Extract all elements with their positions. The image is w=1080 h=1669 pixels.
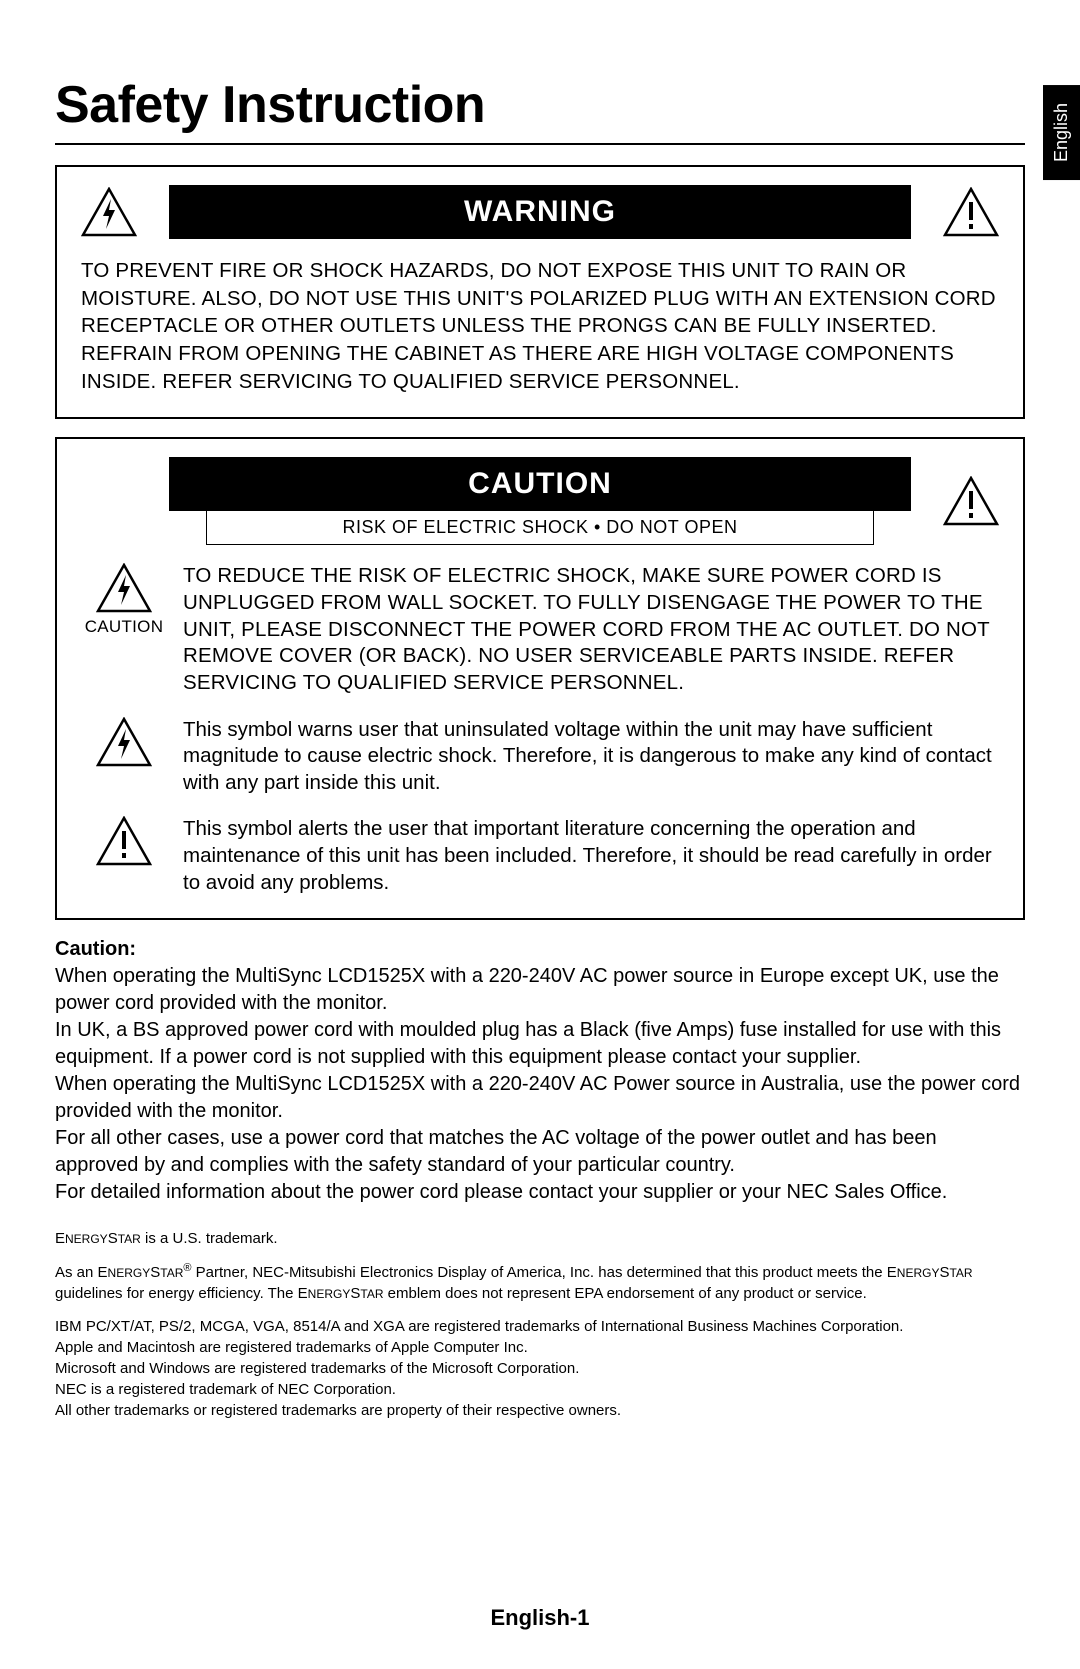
exclamation-icon	[929, 187, 999, 237]
caution-row2-text: This symbol warns user that uninsulated …	[183, 717, 999, 797]
footnote-3: IBM PC/XT/AT, PS/2, MCGA, VGA, 8514/A an…	[55, 1316, 1025, 1421]
language-tab: English	[1043, 85, 1080, 180]
lightning-icon	[81, 717, 167, 767]
caution-row-2: This symbol warns user that uninsulated …	[81, 717, 999, 797]
body-text: When operating the MultiSync LCD1525X wi…	[55, 963, 1025, 1206]
lightning-caution-symbol: CAUTION	[81, 563, 167, 637]
footnotes: ENERGYSTAR is a U.S. trademark. As an EN…	[55, 1228, 1025, 1421]
body-caution-heading: Caution:	[55, 938, 1025, 961]
page-title: Safety Instruction	[55, 75, 1025, 145]
footnote-2: As an ENERGYSTAR® Partner, NEC-Mitsubish…	[55, 1261, 1025, 1304]
caution-header: CAUTION RISK OF ELECTRIC SHOCK • DO NOT …	[81, 457, 999, 545]
caution-box: CAUTION RISK OF ELECTRIC SHOCK • DO NOT …	[55, 437, 1025, 920]
caution-row3-text: This symbol alerts the user that importa…	[183, 816, 999, 896]
exclamation-icon	[81, 816, 167, 866]
exclamation-icon	[929, 476, 999, 526]
caution-row-3: This symbol alerts the user that importa…	[81, 816, 999, 896]
footnote-1: ENERGYSTAR is a U.S. trademark.	[55, 1228, 1025, 1249]
caution-symbol-label: CAUTION	[85, 617, 164, 637]
caution-banner: CAUTION	[169, 457, 911, 511]
page-number: English-1	[0, 1605, 1080, 1631]
caution-row1-text: TO REDUCE THE RISK OF ELECTRIC SHOCK, MA…	[183, 563, 999, 696]
warning-box: WARNING TO PREVENT FIRE OR SHOCK HAZARDS…	[55, 165, 1025, 419]
caution-subheader: RISK OF ELECTRIC SHOCK • DO NOT OPEN	[206, 511, 874, 545]
warning-banner: WARNING	[169, 185, 911, 239]
lightning-icon	[81, 187, 151, 237]
warning-header: WARNING	[81, 185, 999, 239]
caution-row-1: CAUTION TO REDUCE THE RISK OF ELECTRIC S…	[81, 563, 999, 696]
warning-text: TO PREVENT FIRE OR SHOCK HAZARDS, DO NOT…	[81, 257, 999, 395]
caution-banner-wrap: CAUTION RISK OF ELECTRIC SHOCK • DO NOT …	[169, 457, 911, 545]
